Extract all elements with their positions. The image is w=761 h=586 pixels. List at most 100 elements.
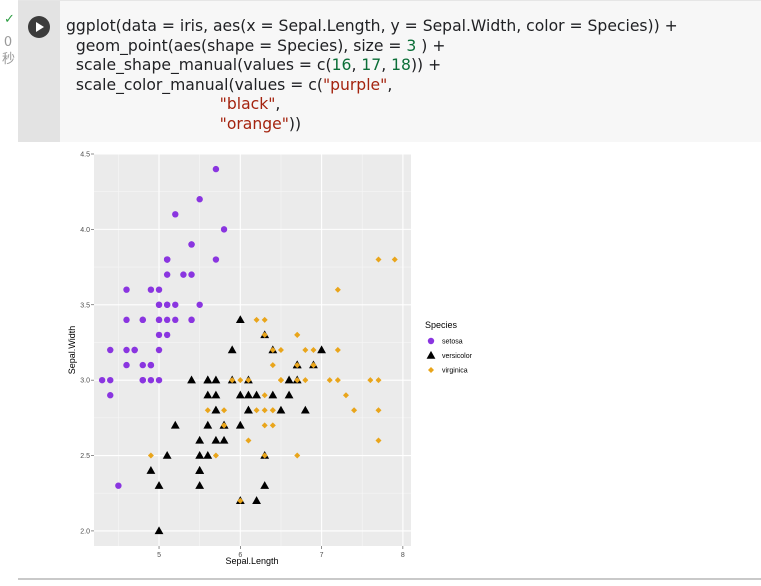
setosa-point: [220, 226, 228, 233]
setosa-point: [147, 286, 155, 293]
setosa-point: [180, 271, 187, 278]
play-icon: [36, 22, 44, 32]
virginica-point: [253, 407, 260, 414]
code-string-purple: "purple": [322, 75, 388, 94]
setosa-point: [188, 241, 195, 248]
versicolor-point: [203, 375, 213, 384]
y-tick-label: 3.5: [80, 302, 90, 309]
legend-label-virginica: virginica: [442, 368, 468, 375]
code-comma: ,: [381, 56, 392, 74]
setosa-point: [139, 376, 146, 384]
code-cell[interactable]: ggplot(data = iris, aes(x = Sepal.Length…: [18, 0, 761, 586]
setosa-point: [172, 211, 179, 218]
versicolor-point: [203, 420, 213, 429]
legend-key-versicolor: [426, 350, 436, 359]
virginica-point: [269, 407, 276, 414]
virginica-point: [294, 362, 301, 369]
versicolor-point: [244, 390, 253, 399]
legend-label-setosa: setosa: [442, 339, 463, 346]
virginica-point: [269, 422, 276, 429]
virginica-point: [261, 316, 268, 323]
virginica-point: [212, 452, 219, 459]
versicolor-point: [235, 315, 245, 324]
x-tick-label: 8: [401, 552, 405, 559]
y-tick-label: 2.0: [80, 528, 90, 535]
y-tick-label: 2.5: [80, 453, 90, 460]
virginica-point: [237, 497, 244, 504]
setosa-point: [155, 286, 163, 293]
virginica-point: [277, 377, 284, 384]
virginica-point: [245, 437, 252, 444]
virginica-point: [294, 331, 301, 338]
virginica-point: [261, 331, 268, 338]
code-number-shape-3: 18: [391, 56, 411, 74]
run-cell-button[interactable]: [28, 16, 50, 38]
versicolor-point: [235, 390, 245, 399]
plot-panel: [94, 154, 411, 546]
setosa-point: [155, 316, 163, 324]
virginica-point: [294, 452, 301, 459]
setosa-point: [155, 376, 163, 384]
versicolor-point: [235, 420, 245, 429]
setosa-point: [188, 316, 195, 324]
versicolor-point: [211, 390, 221, 399]
legend: Species setosa versicolor virginica: [425, 320, 473, 375]
virginica-point: [375, 256, 382, 263]
virginica-point: [302, 347, 309, 353]
virginica-point: [351, 407, 358, 414]
versicolor-point: [195, 481, 205, 489]
versicolor-point: [162, 450, 172, 459]
code-comma: ,: [351, 56, 362, 74]
code-number-shape-2: 17: [361, 56, 382, 74]
setosa-point: [155, 346, 163, 354]
code-editor[interactable]: ggplot(data = iris, aes(x = Sepal.Length…: [66, 17, 678, 134]
virginica-point: [294, 377, 301, 384]
data-points: [98, 165, 398, 535]
code-string-black: "black": [219, 95, 276, 113]
code-cell-input[interactable]: ggplot(data = iris, aes(x = Sepal.Length…: [18, 0, 761, 144]
versicolor-point: [317, 345, 326, 354]
virginica-point: [237, 377, 244, 384]
setosa-point: [123, 361, 130, 369]
versicolor-point: [146, 466, 156, 474]
virginica-point: [261, 407, 268, 414]
setosa-point: [139, 316, 146, 324]
versicolor-point: [219, 435, 229, 444]
setosa-point: [212, 256, 220, 263]
x-axis: 5 6 7 8: [157, 546, 405, 559]
legend-label-versicolor: versicolor: [442, 353, 473, 360]
versicolor-point: [203, 450, 213, 459]
versicolor-point: [252, 496, 261, 504]
setosa-point: [123, 346, 130, 354]
x-axis-title: Sepal.Length: [225, 556, 278, 566]
versicolor-point: [195, 466, 205, 474]
code-line-2: geom_point(aes(shape = Species), size =: [66, 36, 407, 55]
virginica-point: [310, 362, 317, 369]
versicolor-point: [211, 375, 221, 384]
virginica-point: [342, 392, 349, 399]
virginica-point: [334, 286, 341, 293]
virginica-point: [302, 377, 309, 384]
setosa-point: [163, 316, 171, 324]
code-number-size: 3: [406, 36, 417, 55]
virginica-point: [229, 377, 236, 384]
code-line-1: ggplot(data = iris, aes(x = Sepal.Length…: [66, 17, 678, 35]
code-line-6-end: )): [288, 114, 302, 133]
setosa-point: [123, 286, 130, 293]
versicolor-point: [227, 345, 237, 354]
y-tick-label: 4.5: [80, 152, 90, 159]
virginica-point: [269, 347, 276, 353]
virginica-point: [221, 407, 228, 414]
setosa-point: [123, 316, 130, 324]
virginica-point: [391, 256, 398, 263]
cell-output: 2.0 2.5 3.0 3.5 4.0 4.5 5 6 7 8 Sepal.Length Sep…: [18, 142, 761, 580]
virginica-point: [204, 407, 211, 414]
virginica-point: [310, 347, 317, 353]
scatter-plot: 2.0 2.5 3.0 3.5 4.0 4.5 5 6 7 8 Sepal.Length Sep…: [67, 152, 473, 567]
versicolor-point: [170, 420, 180, 429]
virginica-point: [334, 347, 341, 353]
virginica-point: [375, 437, 382, 444]
success-check-icon: ✓: [4, 12, 15, 27]
versicolor-point: [252, 390, 261, 399]
setosa-point: [155, 331, 163, 339]
